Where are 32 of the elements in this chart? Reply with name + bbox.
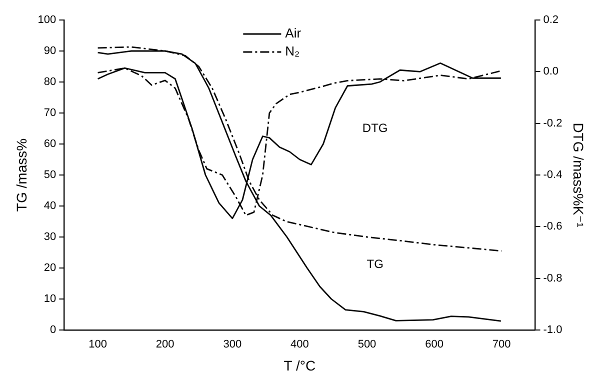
x-tick-label: 700 — [492, 338, 511, 351]
x-tick-label: 600 — [425, 338, 444, 351]
y2-tick-label: 0.0 — [543, 66, 559, 78]
y-tick-label: 100 — [38, 14, 56, 26]
y-tick-label: 40 — [44, 200, 56, 212]
x-tick-label: 300 — [223, 338, 242, 351]
y2-tick-label: 0.2 — [543, 14, 559, 26]
y2-tick-label: -0.8 — [543, 272, 562, 284]
y-tick-label: 10 — [44, 293, 56, 306]
legend-label: N₂ — [285, 44, 300, 59]
x-tick-label: 100 — [88, 338, 107, 351]
y-tick-label: 20 — [44, 262, 56, 274]
y-tick-label: 80 — [44, 76, 56, 88]
y-tick-label: 0 — [50, 324, 56, 336]
x-axis-title: T /°C — [284, 357, 316, 374]
y2-tick-label: -0.4 — [543, 169, 562, 182]
y-tick-label: 50 — [44, 169, 56, 182]
y-tick-label: 30 — [44, 231, 56, 244]
y2-axis-title: DTG /mass%K⁻¹ — [570, 122, 587, 228]
y2-tick-label: -0.2 — [543, 117, 562, 130]
y-tick-label: 60 — [44, 138, 56, 150]
y-tick-label: 70 — [44, 107, 56, 120]
annotation: TG — [366, 257, 384, 272]
x-tick-label: 200 — [156, 338, 174, 351]
legend-label: Air — [285, 26, 302, 41]
x-tick-label: 400 — [290, 338, 309, 351]
annotation: DTG — [362, 120, 388, 135]
y2-tick-label: -0.6 — [543, 220, 562, 233]
y-tick-label: 90 — [44, 45, 56, 58]
y2-tick-label: -1.0 — [543, 324, 562, 336]
x-tick-label: 500 — [358, 338, 376, 351]
y-axis-title: TG /mass% — [13, 138, 30, 212]
